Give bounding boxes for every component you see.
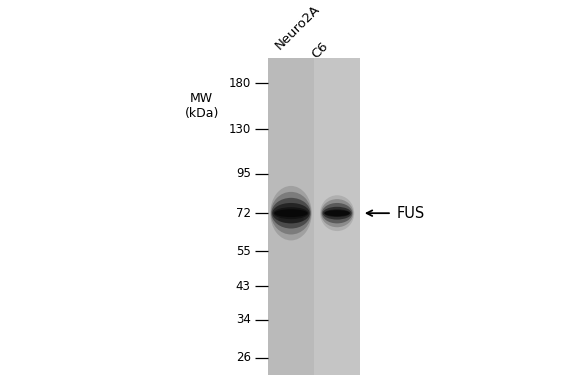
Text: 180: 180 <box>228 77 251 90</box>
Text: 55: 55 <box>236 245 251 258</box>
Ellipse shape <box>324 209 350 217</box>
Text: 26: 26 <box>236 351 251 364</box>
Ellipse shape <box>274 207 308 219</box>
Text: 95: 95 <box>236 167 251 180</box>
Ellipse shape <box>271 198 311 229</box>
Ellipse shape <box>325 210 350 216</box>
Ellipse shape <box>323 207 352 220</box>
Ellipse shape <box>320 195 354 231</box>
Bar <box>268 58 314 375</box>
Text: C6: C6 <box>310 39 331 61</box>
Ellipse shape <box>275 209 307 217</box>
Text: 34: 34 <box>236 313 251 326</box>
Text: 72: 72 <box>236 207 251 220</box>
Ellipse shape <box>322 203 353 223</box>
Ellipse shape <box>321 199 353 227</box>
Text: FUS: FUS <box>396 206 425 221</box>
Bar <box>268 58 360 375</box>
Text: 43: 43 <box>236 280 251 293</box>
Ellipse shape <box>278 215 304 223</box>
Text: Neuro2A: Neuro2A <box>272 2 322 52</box>
Ellipse shape <box>271 192 311 234</box>
Text: 130: 130 <box>228 123 251 136</box>
Ellipse shape <box>270 186 312 240</box>
Ellipse shape <box>272 203 310 223</box>
Text: (kDa): (kDa) <box>184 107 219 120</box>
Text: MW: MW <box>190 91 213 105</box>
Bar <box>314 58 360 375</box>
